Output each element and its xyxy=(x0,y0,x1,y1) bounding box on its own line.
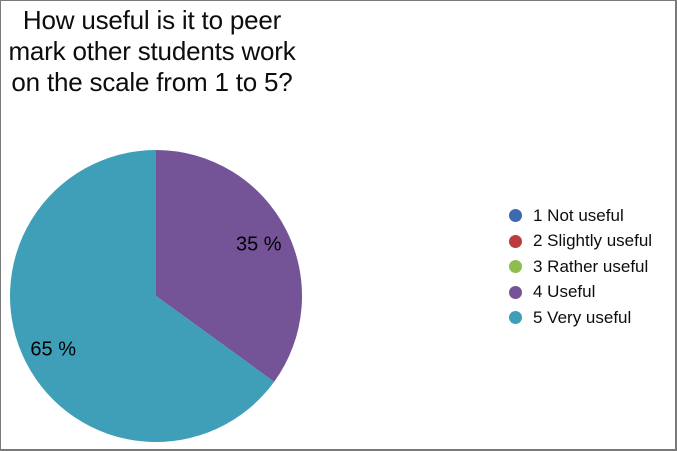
legend-swatch-icon xyxy=(509,285,522,299)
legend-label: 3 Rather useful xyxy=(533,256,649,276)
legend-swatch-icon xyxy=(509,234,522,248)
pie-slice-5-very-useful xyxy=(10,150,275,442)
pie-data-label: 35 % xyxy=(236,234,282,256)
legend-label: 4 Useful xyxy=(533,282,596,302)
chart-title-line-2: mark other students work xyxy=(8,36,296,66)
chart-title-line-3: on the scale from 1 to 5? xyxy=(11,67,293,97)
chart-title-line-1: How useful is it to peer xyxy=(22,5,282,35)
legend-item-1-not-useful: 1 Not useful xyxy=(509,203,652,229)
legend-swatch-icon xyxy=(509,260,522,274)
pie-data-label: 65 % xyxy=(30,338,76,360)
legend-label: 2 Slightly useful xyxy=(533,231,653,251)
legend-item-3-rather-useful: 3 Rather useful xyxy=(509,254,652,280)
legend-swatch-icon xyxy=(509,311,522,325)
pie-chart: 35 % 65 % xyxy=(10,150,302,442)
legend: 1 Not useful 2 Slightly useful 3 Rather … xyxy=(509,203,652,331)
legend-swatch-icon xyxy=(509,209,522,223)
pie-slice-4-useful xyxy=(156,150,302,382)
legend-item-5-very-useful: 5 Very useful xyxy=(509,305,652,331)
legend-item-4-useful: 4 Useful xyxy=(509,280,652,306)
legend-label: 1 Not useful xyxy=(533,205,624,225)
legend-item-2-slightly-useful: 2 Slightly useful xyxy=(509,229,652,255)
legend-label: 5 Very useful xyxy=(533,307,632,327)
chart-title: How useful is it to peer mark other stud… xyxy=(1,5,303,98)
